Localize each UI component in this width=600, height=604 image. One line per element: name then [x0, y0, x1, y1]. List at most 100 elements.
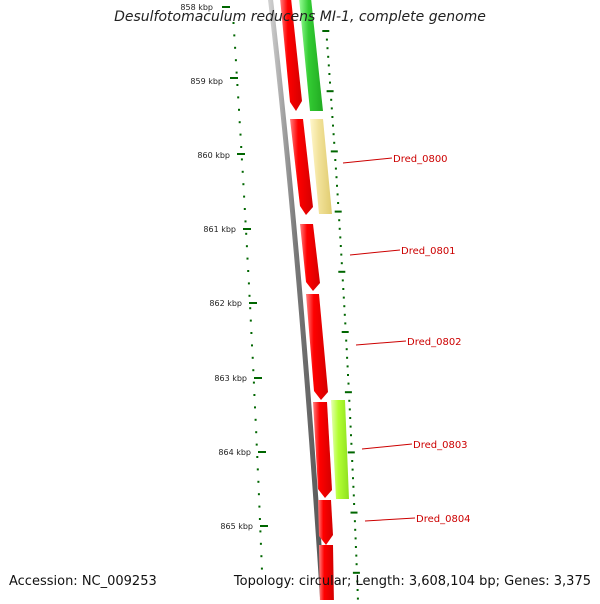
scale-tick-863: 863 kbp	[214, 374, 262, 383]
ring-dot	[342, 288, 345, 290]
ring-dot	[326, 47, 329, 50]
ring-dot	[340, 253, 343, 256]
ring-dot	[348, 399, 351, 402]
gene-label-text: Dred_0804	[416, 514, 471, 525]
ring-dot	[347, 382, 350, 385]
gene-arrow-forward[interactable]	[318, 500, 333, 545]
ring-dot	[331, 116, 334, 118]
ring-dot	[245, 245, 248, 248]
ring-dot	[233, 34, 236, 37]
gene-arrow-reverse[interactable]	[331, 400, 349, 499]
ring-dot	[257, 493, 260, 496]
ring-dot	[349, 417, 352, 419]
ring-dot	[238, 121, 241, 124]
gene-arrow-reverse[interactable]	[310, 119, 332, 214]
ring-dot	[239, 133, 242, 136]
ring-dot	[247, 282, 250, 285]
ring-dot	[345, 339, 348, 342]
ring-dot	[335, 176, 338, 179]
ring-dot	[234, 59, 237, 62]
ring-dot	[353, 503, 356, 505]
ring-dot	[338, 227, 341, 230]
ring-dot	[251, 356, 254, 359]
ring-dot	[333, 141, 336, 144]
ring-dot	[243, 195, 246, 198]
ring-dot	[252, 369, 255, 372]
ring-dot	[352, 494, 355, 497]
ring-dot	[343, 305, 346, 308]
gene-arrow-forward[interactable]	[306, 294, 328, 400]
ring-dot	[338, 270, 346, 273]
gene-label-text: Dred_0800	[393, 154, 448, 165]
ring-dot	[251, 344, 253, 347]
label-leader-line	[342, 157, 393, 164]
accession-text: Accession: NC_009253	[9, 574, 157, 589]
gene-label-dred-0804[interactable]: Dred_0804	[364, 514, 471, 525]
ring-dot	[258, 505, 261, 508]
ring-dot	[256, 456, 259, 458]
ring-dot	[249, 319, 252, 322]
scale-tick-862: 862 kbp	[209, 299, 257, 308]
gene-label-dred-0801[interactable]: Dred_0801	[349, 246, 456, 257]
tick-label: 859 kbp	[190, 77, 223, 86]
ring-dot	[336, 184, 338, 187]
ring-dot	[326, 90, 334, 93]
ring-dot	[346, 365, 349, 368]
tick-label: 863 kbp	[214, 374, 247, 383]
ring-dot	[325, 38, 328, 41]
inner-dotted-ring	[232, 22, 263, 570]
ring-dot	[354, 537, 357, 540]
gene-label-dred-0802[interactable]: Dred_0802	[355, 337, 462, 348]
ring-dot	[349, 425, 352, 428]
ring-dot	[350, 442, 353, 445]
ring-dot	[248, 294, 251, 297]
gene-arrow-forward[interactable]	[290, 119, 313, 215]
gene-label-text: Dred_0801	[401, 246, 456, 257]
tick-label: 860 kbp	[197, 151, 230, 160]
gene-arrow-forward[interactable]	[319, 545, 334, 604]
ring-dot	[256, 468, 259, 471]
ring-dot	[234, 46, 237, 49]
ring-dot	[237, 96, 240, 99]
ring-dot	[352, 571, 360, 574]
ring-dot	[347, 374, 349, 376]
ring-dot	[250, 332, 253, 334]
ring-dot	[345, 348, 348, 351]
ring-dot	[258, 518, 261, 520]
ring-dot	[344, 391, 352, 394]
ring-dot	[253, 394, 256, 396]
gene-arrow-forward[interactable]	[280, 0, 302, 111]
ring-dot	[350, 511, 358, 514]
gene-label-dred-0800[interactable]: Dred_0800	[342, 154, 448, 165]
ring-dot	[330, 107, 333, 110]
gene-label-dred-0803[interactable]: Dred_0803	[361, 440, 468, 451]
ring-dot	[351, 468, 354, 471]
ring-dot	[242, 183, 245, 186]
ring-dot	[348, 408, 351, 411]
ring-dot	[247, 270, 250, 272]
ring-dot	[238, 108, 240, 111]
ring-dot	[322, 30, 330, 32]
scale-ticks: 858 kbp 859 kbp 860 kbp 861 kbp 862 kbp …	[180, 3, 268, 531]
ring-dot	[347, 451, 355, 454]
ring-dot	[235, 71, 238, 74]
ring-dot	[246, 257, 249, 260]
forward-strand-genes	[280, 0, 334, 604]
ring-dot	[328, 73, 331, 75]
gene-arrow-forward[interactable]	[313, 402, 332, 498]
ring-dot	[332, 133, 335, 136]
ring-dot	[356, 580, 359, 583]
ring-dot	[330, 98, 333, 101]
ring-dot	[254, 418, 257, 421]
ring-dot	[342, 296, 345, 299]
gene-label-text: Dred_0802	[407, 337, 462, 348]
reverse-strand-genes	[299, 0, 349, 499]
ring-dot	[244, 220, 247, 223]
gene-arrow-forward[interactable]	[300, 224, 320, 291]
gene-arrow-reverse[interactable]	[299, 0, 323, 111]
ring-dot	[240, 146, 243, 148]
scale-tick-859: 859 kbp	[190, 77, 238, 86]
ring-dot	[245, 232, 248, 235]
ring-dot	[339, 236, 342, 239]
